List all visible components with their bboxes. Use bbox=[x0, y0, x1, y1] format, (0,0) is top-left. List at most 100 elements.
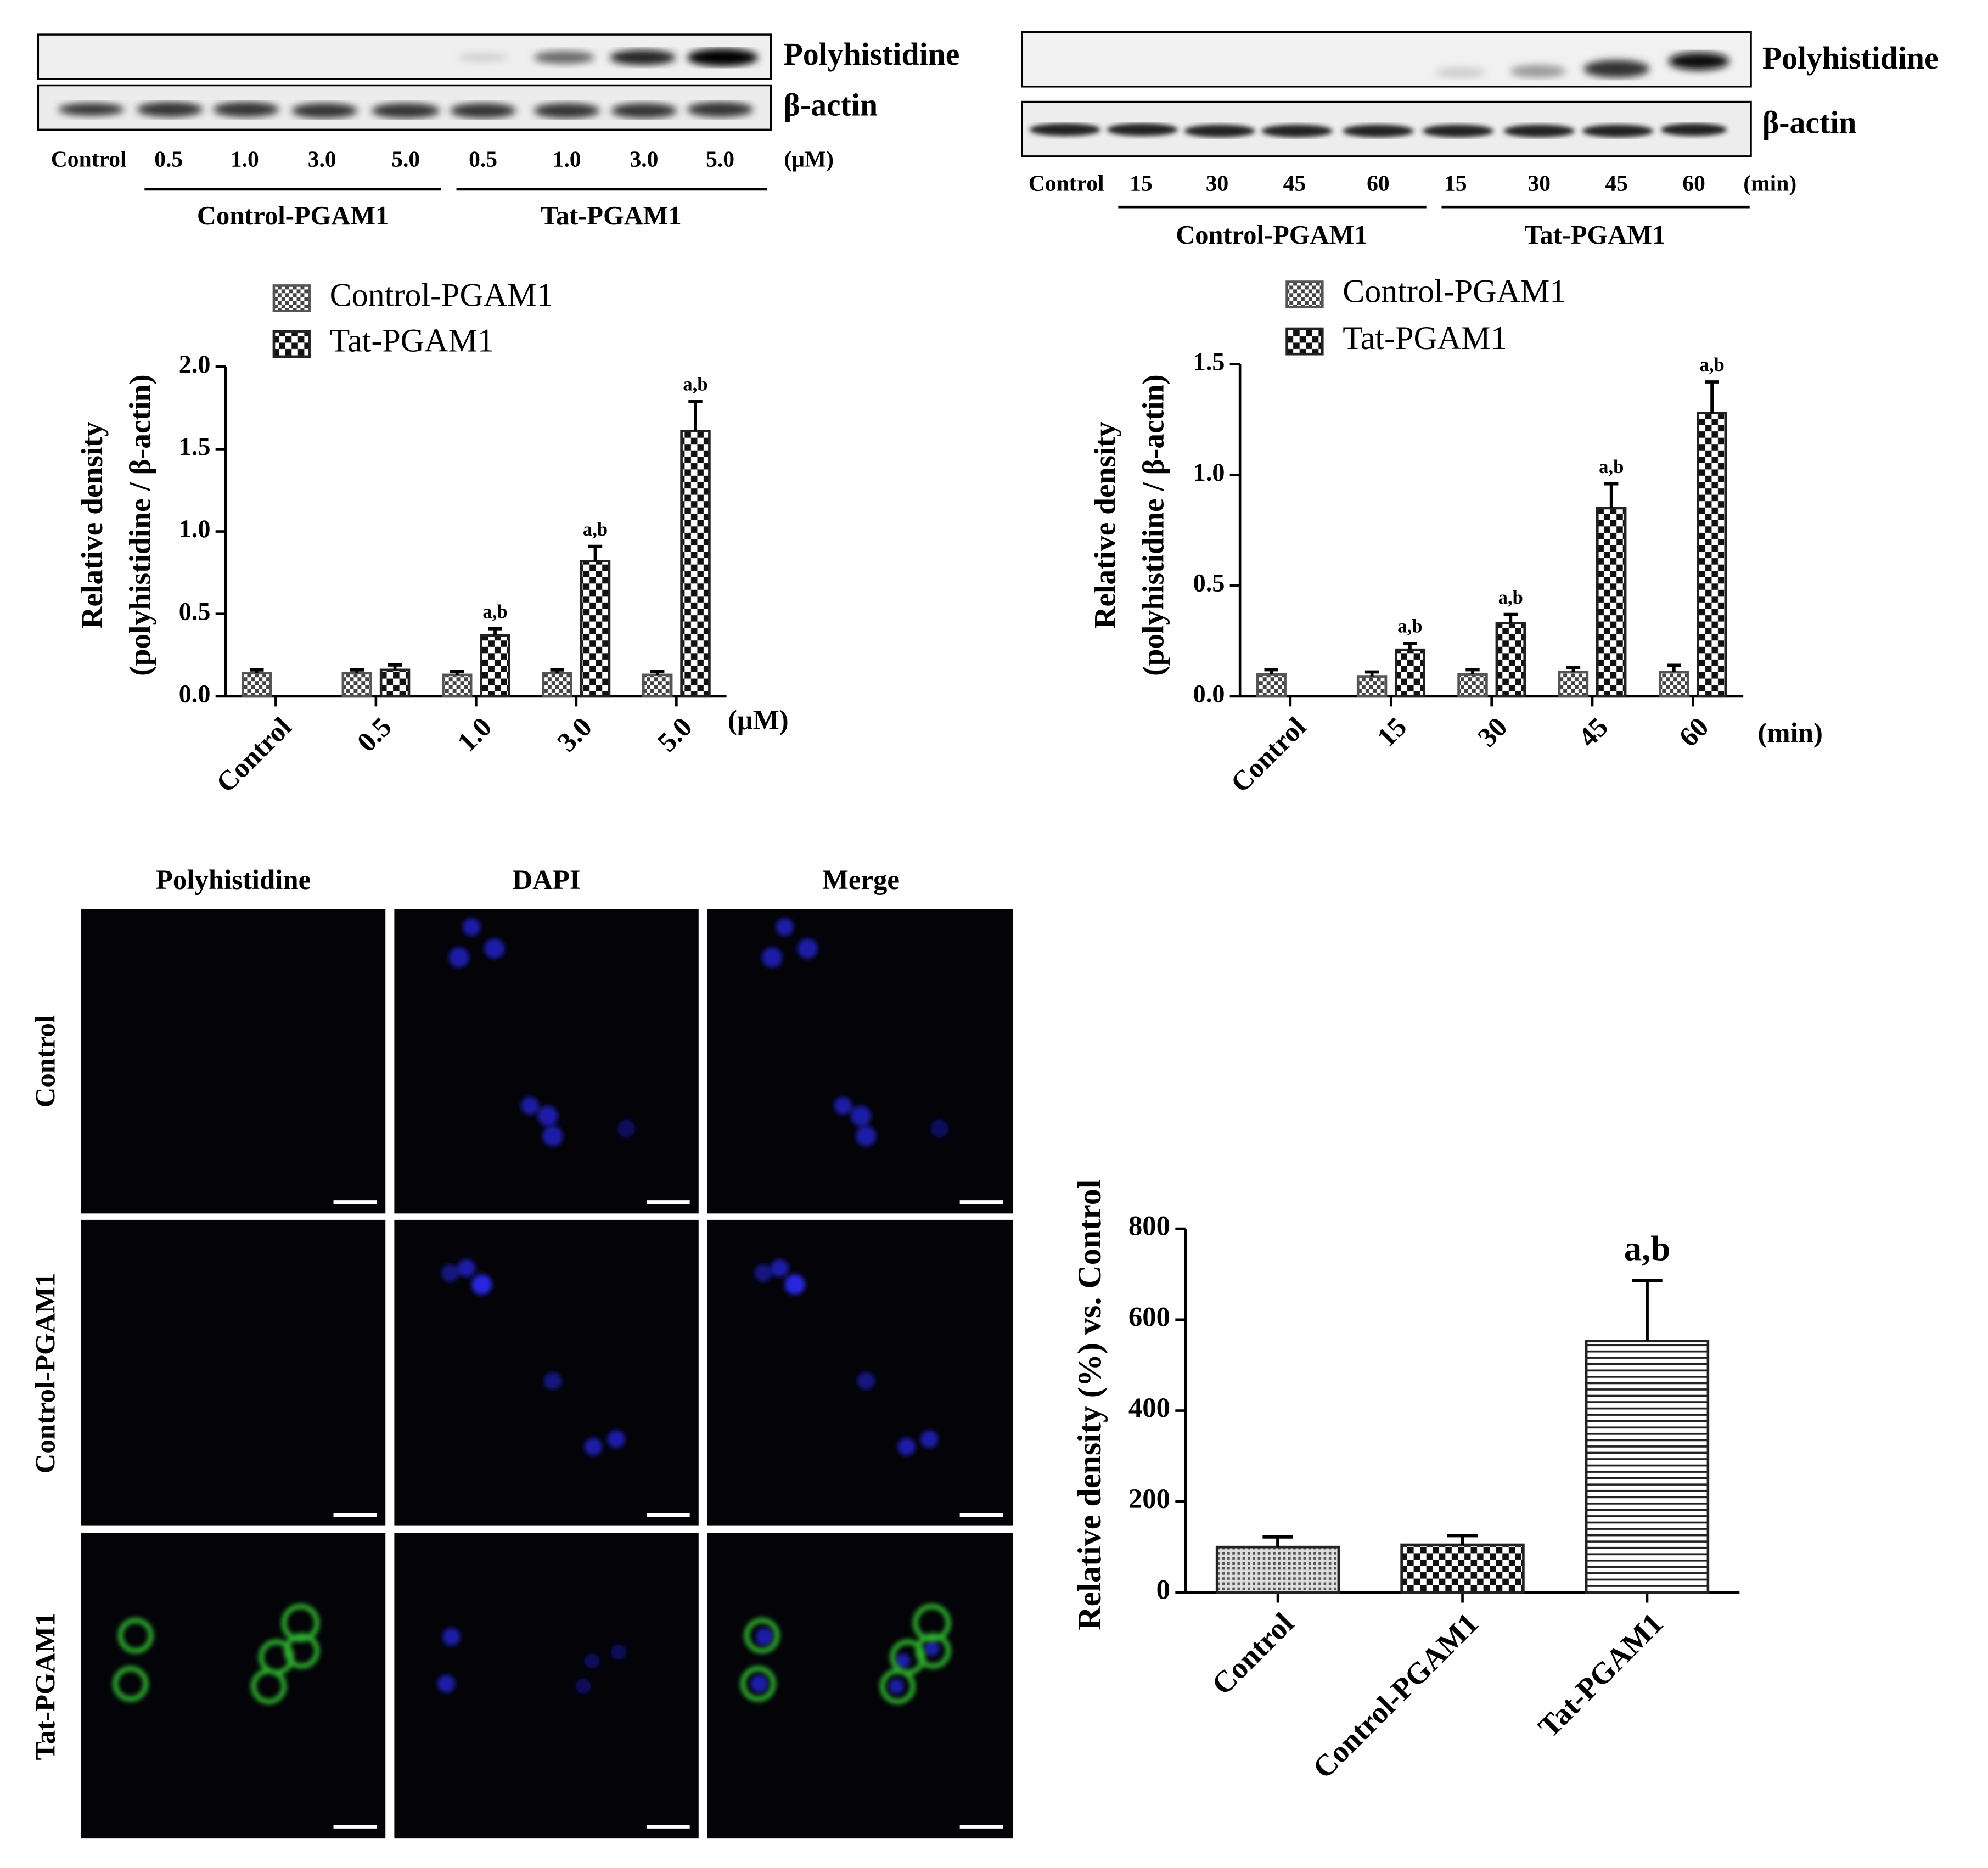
x-tick-label: 30 bbox=[1472, 711, 1513, 753]
y-axis-label: Relative density bbox=[75, 421, 109, 628]
y-tick-label: 0.5 bbox=[1193, 569, 1225, 597]
lane-label: 30 bbox=[1206, 171, 1229, 196]
y-tick-label: 1.5 bbox=[1193, 347, 1225, 375]
blot-row-label: β-actin bbox=[1762, 106, 1857, 140]
y-axis-label: Relative density (%) vs. Control bbox=[1071, 1180, 1108, 1630]
column-label: DAPI bbox=[513, 864, 581, 895]
lane-label: 5.0 bbox=[391, 147, 420, 172]
lane-label: 45 bbox=[1605, 171, 1628, 196]
error-bar bbox=[1447, 1534, 1478, 1545]
lane-label: 45 bbox=[1283, 171, 1306, 196]
bar bbox=[642, 673, 673, 698]
error-bar bbox=[488, 627, 502, 635]
lane-label: 5.0 bbox=[706, 147, 734, 172]
x-tick-label: Tat-PGAM1 bbox=[1532, 1606, 1670, 1744]
blot-row-label: β-actin bbox=[784, 88, 878, 122]
bar bbox=[1697, 412, 1727, 698]
blot-panel: Polyhistidine β-actin Control 15 30 45 6… bbox=[1021, 31, 1939, 250]
x-tick-label: 1.0 bbox=[451, 711, 497, 757]
error-bar bbox=[1262, 1535, 1293, 1548]
error-bar bbox=[1632, 1279, 1663, 1341]
bar bbox=[341, 672, 372, 698]
lane-label: 60 bbox=[1367, 171, 1390, 196]
y-tick-label: 400 bbox=[1128, 1392, 1170, 1423]
bar bbox=[542, 672, 572, 698]
error-bar bbox=[1604, 482, 1619, 508]
bar bbox=[442, 673, 473, 698]
error-bar bbox=[1364, 670, 1379, 677]
error-bar bbox=[250, 668, 264, 673]
lane-label: 3.0 bbox=[630, 147, 658, 172]
lane-label: 15 bbox=[1130, 171, 1153, 196]
y-tick-label: 1.0 bbox=[1193, 458, 1225, 486]
annotation: a,b bbox=[583, 519, 608, 540]
bar bbox=[379, 668, 411, 698]
error-bar bbox=[350, 668, 364, 673]
bar bbox=[1585, 1340, 1710, 1594]
annotation: a,b bbox=[1624, 1229, 1670, 1268]
group-label: Control-PGAM1 bbox=[197, 201, 389, 230]
error-bar bbox=[688, 400, 703, 431]
lane-label: 15 bbox=[1444, 171, 1467, 196]
bar bbox=[680, 430, 711, 698]
error-bar bbox=[650, 669, 665, 675]
bar bbox=[1400, 1543, 1525, 1594]
lane-label: 1.0 bbox=[553, 147, 581, 172]
lane-label: 0.5 bbox=[469, 147, 497, 172]
x-tick-label: 3.0 bbox=[551, 711, 597, 757]
bar bbox=[1256, 673, 1287, 698]
unit-label: (min) bbox=[1743, 171, 1796, 196]
y-tick-label: 0.0 bbox=[1193, 679, 1225, 707]
bar bbox=[1558, 671, 1589, 698]
bar bbox=[1215, 1545, 1340, 1594]
legend-label: Control-PGAM1 bbox=[1343, 272, 1566, 309]
annotation: a,b bbox=[1599, 457, 1624, 477]
micrograph-panel: Polyhistidine DAPI Merge Control Control… bbox=[30, 864, 1013, 1839]
y-tick-label: 0 bbox=[1156, 1574, 1170, 1605]
error-bar bbox=[1705, 380, 1719, 413]
x-unit-label: (μM) bbox=[728, 705, 789, 735]
x-tick-label: Control bbox=[1205, 1606, 1300, 1701]
column-label: Merge bbox=[822, 864, 900, 895]
unit-label: (μM) bbox=[784, 147, 834, 172]
annotation: a,b bbox=[1700, 355, 1725, 375]
error-bar bbox=[450, 669, 464, 675]
error-bar bbox=[1667, 663, 1681, 672]
bar bbox=[1395, 648, 1425, 698]
y-tick-label: 200 bbox=[1128, 1483, 1170, 1514]
legend-label: Tat-PGAM1 bbox=[1343, 319, 1507, 356]
lane-label: 30 bbox=[1527, 171, 1551, 196]
legend-label: Control-PGAM1 bbox=[330, 276, 553, 313]
legend-swatch bbox=[1285, 280, 1324, 309]
legend-swatch bbox=[272, 330, 311, 358]
x-tick-label: Control bbox=[210, 711, 297, 798]
error-bar bbox=[388, 663, 402, 670]
y-tick-label: 0.0 bbox=[179, 679, 211, 707]
blot-panel: Polyhistidine β-actin Control 0.5 1.0 3.… bbox=[37, 33, 959, 230]
lane-label: 0.5 bbox=[154, 147, 183, 172]
error-bar bbox=[588, 544, 603, 561]
x-tick-label: Control bbox=[1225, 711, 1312, 798]
y-axis-label: Relative density bbox=[1088, 421, 1122, 628]
x-unit-label: (min) bbox=[1757, 717, 1823, 748]
legend-swatch bbox=[272, 284, 311, 312]
error-bar bbox=[1566, 666, 1581, 672]
lane-label: 60 bbox=[1682, 171, 1705, 196]
bar bbox=[580, 560, 611, 698]
x-tick-label: Control-PGAM1 bbox=[1306, 1606, 1485, 1785]
column-label: Polyhistidine bbox=[156, 864, 311, 895]
error-bar bbox=[550, 668, 564, 673]
x-tick-label: 45 bbox=[1573, 711, 1614, 753]
bar bbox=[1356, 675, 1388, 698]
x-tick-label: 5.0 bbox=[652, 711, 698, 757]
error-bar bbox=[1264, 668, 1278, 674]
lane-label: Control bbox=[1029, 171, 1104, 196]
annotation: a,b bbox=[1397, 616, 1422, 637]
y-tick-label: 600 bbox=[1128, 1301, 1170, 1332]
lane-label: 1.0 bbox=[231, 147, 259, 172]
bar bbox=[1659, 671, 1689, 698]
annotation: a,b bbox=[482, 601, 507, 622]
lane-label: 3.0 bbox=[308, 147, 336, 172]
row-label: Control-PGAM1 bbox=[30, 1273, 60, 1473]
